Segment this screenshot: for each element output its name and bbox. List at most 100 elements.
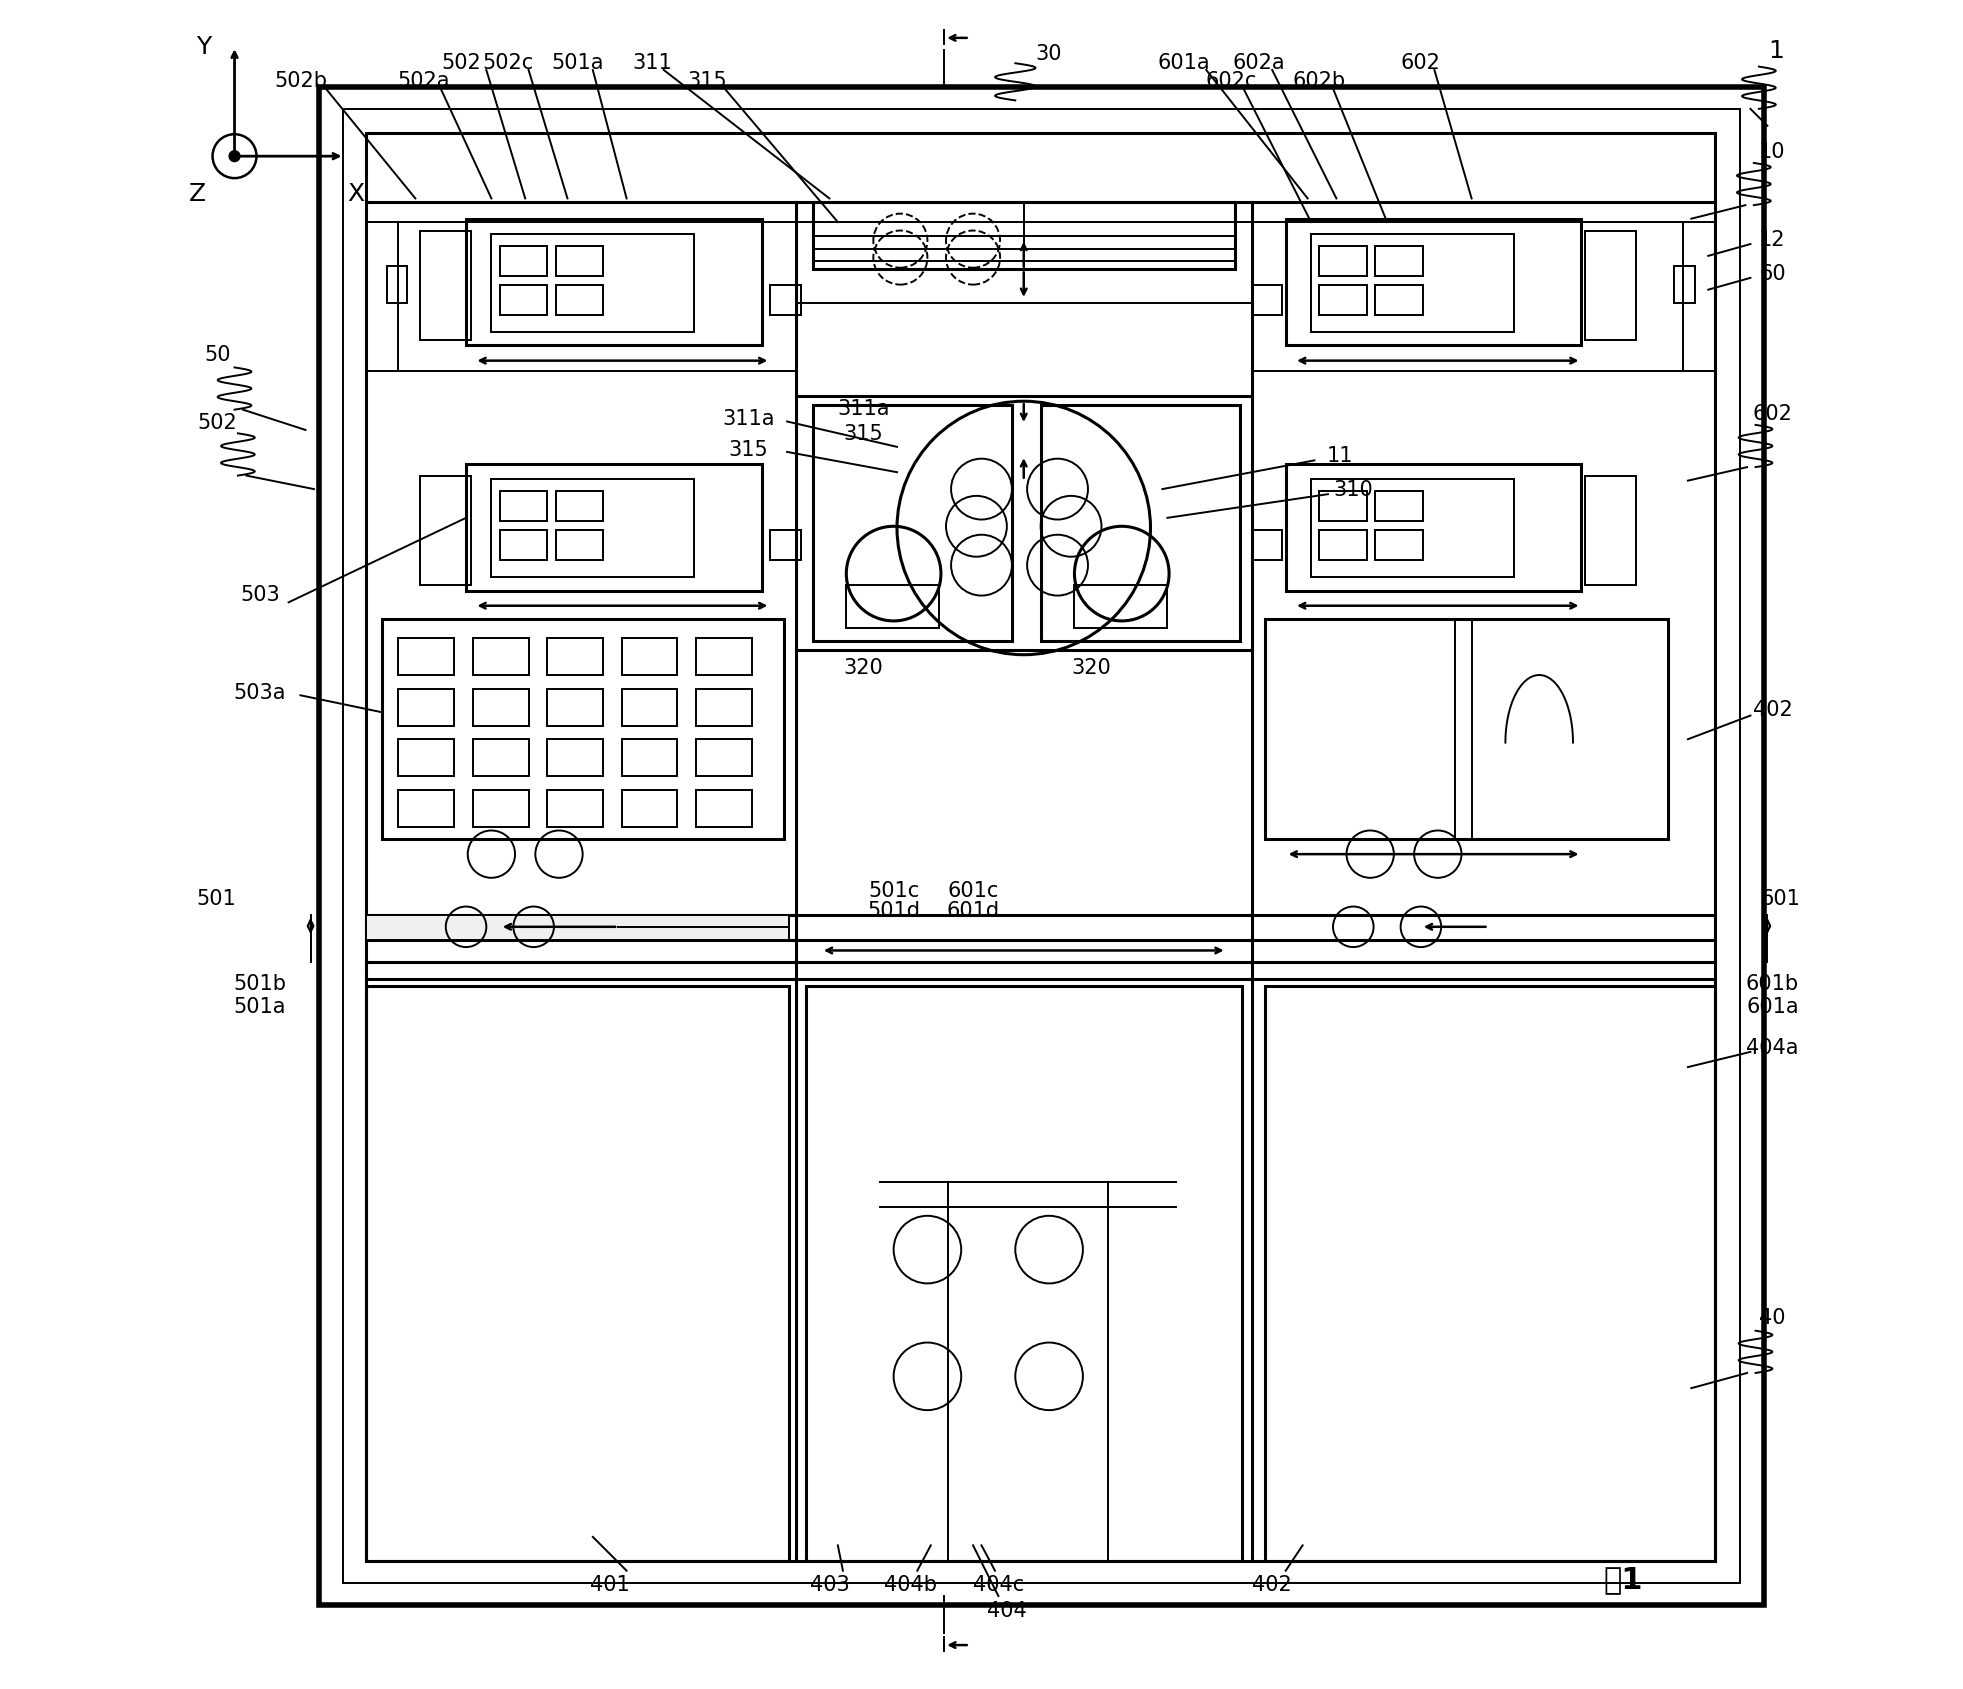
Bar <box>501 247 548 277</box>
Bar <box>556 530 603 561</box>
Bar <box>1584 231 1635 341</box>
Bar <box>398 689 453 726</box>
Text: 602a: 602a <box>1233 52 1286 73</box>
Text: 601d: 601d <box>946 900 999 921</box>
Text: 502c: 502c <box>483 52 534 73</box>
Text: 404a: 404a <box>1747 1037 1798 1057</box>
Text: 40: 40 <box>1759 1307 1786 1328</box>
Bar <box>697 790 752 828</box>
Text: 601: 601 <box>1761 888 1800 909</box>
Bar <box>1319 530 1366 561</box>
Text: 502: 502 <box>198 412 238 432</box>
Text: 50: 50 <box>204 345 232 365</box>
Bar <box>1674 267 1694 304</box>
Bar <box>1311 235 1513 333</box>
Bar <box>1376 247 1423 277</box>
Text: 503a: 503a <box>234 682 287 703</box>
Text: 60: 60 <box>1759 263 1786 284</box>
Bar <box>344 110 1741 1583</box>
Text: 320: 320 <box>844 657 883 677</box>
Bar <box>473 689 528 726</box>
Text: 310: 310 <box>1333 480 1374 500</box>
Bar <box>367 915 789 941</box>
Bar <box>697 740 752 777</box>
Bar <box>769 530 801 561</box>
Bar <box>398 790 453 828</box>
Bar <box>1286 220 1582 346</box>
Bar <box>473 638 528 676</box>
Bar <box>622 790 677 828</box>
Text: 501a: 501a <box>552 52 605 73</box>
Bar <box>1074 586 1168 628</box>
Text: 602c: 602c <box>1205 71 1258 91</box>
Text: 311: 311 <box>632 52 671 73</box>
Text: 11: 11 <box>1327 446 1353 466</box>
Bar <box>622 689 677 726</box>
Text: 502: 502 <box>442 52 481 73</box>
Bar <box>846 586 938 628</box>
Text: I: I <box>942 29 948 49</box>
Bar <box>398 740 453 777</box>
Bar <box>473 740 528 777</box>
Text: 315: 315 <box>844 424 883 444</box>
Bar <box>548 790 603 828</box>
Text: 404: 404 <box>987 1599 1027 1620</box>
Text: 311a: 311a <box>722 409 775 429</box>
Text: 404b: 404b <box>883 1574 936 1594</box>
Text: 315: 315 <box>728 439 768 459</box>
Bar <box>1040 405 1241 642</box>
Bar <box>320 88 1765 1605</box>
Bar <box>1584 476 1635 586</box>
Bar <box>491 235 695 333</box>
Bar <box>813 405 1011 642</box>
Bar <box>1252 530 1282 561</box>
Bar <box>491 480 695 578</box>
Bar <box>387 267 406 304</box>
Text: 图1: 图1 <box>1604 1564 1643 1594</box>
Bar <box>1376 530 1423 561</box>
Bar <box>501 491 548 522</box>
Text: Y: Y <box>196 35 212 59</box>
Bar <box>697 638 752 676</box>
Bar <box>473 790 528 828</box>
Bar <box>548 740 603 777</box>
Bar <box>501 285 548 316</box>
Bar <box>420 231 471 341</box>
Text: 601a: 601a <box>1158 52 1211 73</box>
Text: 502b: 502b <box>275 71 328 91</box>
Text: 403: 403 <box>809 1574 850 1594</box>
Text: 12: 12 <box>1759 230 1786 250</box>
Bar <box>1319 491 1366 522</box>
Text: 1: 1 <box>1769 39 1784 62</box>
Bar <box>1286 464 1582 591</box>
Bar <box>1266 620 1669 839</box>
Bar <box>548 638 603 676</box>
Bar <box>367 986 789 1561</box>
Text: 401: 401 <box>589 1574 630 1594</box>
Bar <box>769 285 801 316</box>
Bar <box>420 476 471 586</box>
Bar <box>465 464 762 591</box>
Text: 601a: 601a <box>1747 997 1798 1017</box>
Text: 402: 402 <box>1252 1574 1292 1594</box>
Bar <box>1319 247 1366 277</box>
Text: 10: 10 <box>1759 142 1786 162</box>
Bar <box>465 220 762 346</box>
Bar <box>697 689 752 726</box>
Bar <box>556 491 603 522</box>
Text: 402: 402 <box>1753 699 1792 720</box>
Bar <box>813 203 1235 270</box>
Text: 501b: 501b <box>234 973 287 993</box>
Bar <box>1252 285 1282 316</box>
Text: 602: 602 <box>1402 52 1441 73</box>
Text: 30: 30 <box>1036 44 1062 64</box>
Bar <box>1311 480 1513 578</box>
Text: X: X <box>347 182 365 206</box>
Text: 503: 503 <box>239 584 281 605</box>
Text: Z: Z <box>188 182 206 206</box>
Bar <box>367 133 1716 1561</box>
Text: 602: 602 <box>1753 404 1792 424</box>
Bar <box>398 638 453 676</box>
Bar <box>556 285 603 316</box>
Text: 315: 315 <box>687 71 728 91</box>
